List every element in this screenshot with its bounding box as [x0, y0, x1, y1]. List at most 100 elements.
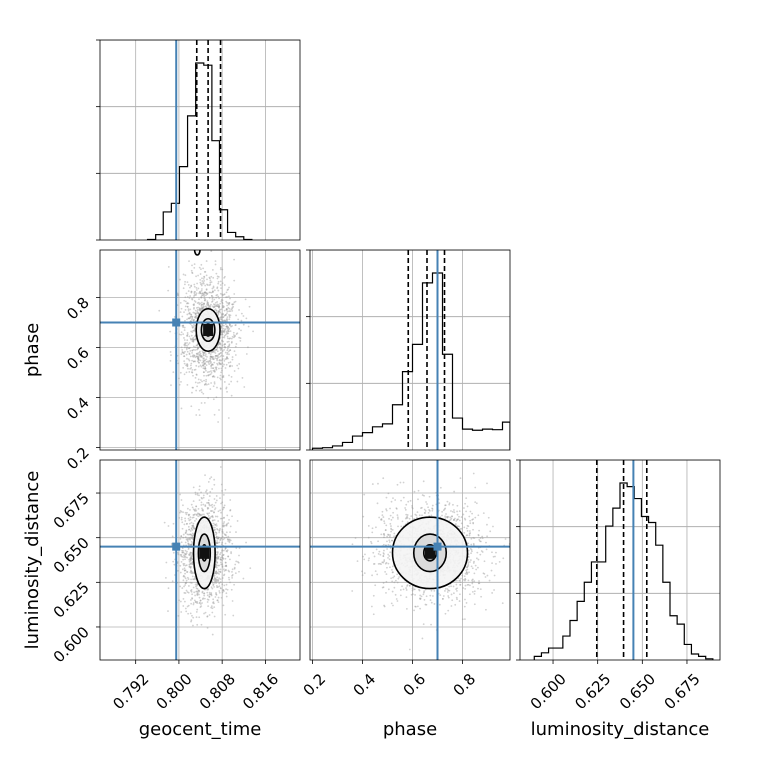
sample-point: [219, 561, 222, 564]
sample-point: [375, 526, 377, 529]
sample-point: [211, 581, 214, 584]
sample-point: [217, 520, 220, 522]
sample-point: [451, 515, 453, 518]
sample-point: [198, 303, 201, 306]
sample-point: [189, 355, 192, 358]
sample-point: [432, 595, 434, 597]
sample-point: [216, 347, 219, 349]
sample-point: [351, 543, 354, 546]
sample-point: [205, 378, 208, 381]
sample-point: [383, 536, 385, 539]
sample-point: [199, 290, 202, 293]
sample-point: [190, 589, 193, 591]
sample-point: [463, 531, 466, 534]
sample-point: [221, 591, 224, 594]
sample-point: [218, 346, 221, 349]
sample-point: [181, 568, 184, 571]
sample-point: [199, 309, 202, 311]
contour-level: [193, 250, 201, 256]
sample-point: [182, 536, 185, 539]
sample-point: [218, 577, 221, 580]
sample-point: [185, 581, 188, 584]
sample-point: [433, 603, 436, 605]
sample-point: [464, 502, 466, 505]
sample-point: [466, 529, 469, 532]
sample-point: [404, 508, 407, 511]
sample-point: [216, 542, 218, 545]
sample-point: [475, 502, 478, 505]
sample-point: [188, 312, 190, 315]
sample-point: [224, 488, 227, 491]
sample-point: [196, 623, 199, 626]
sample-point: [247, 325, 250, 328]
sample-point: [182, 326, 185, 329]
sample-point: [228, 538, 230, 541]
sample-point: [464, 598, 466, 601]
sample-point: [193, 578, 195, 581]
sample-point: [225, 564, 227, 567]
sample-point: [214, 571, 217, 574]
sample-point: [406, 584, 409, 586]
sample-point: [213, 574, 216, 577]
sample-point: [177, 294, 180, 297]
sample-point: [194, 313, 197, 315]
sample-point: [216, 586, 218, 589]
sample-point: [212, 290, 214, 293]
sample-point: [207, 501, 210, 504]
sample-point: [427, 506, 429, 509]
sample-point: [233, 566, 236, 569]
sample-point: [386, 540, 388, 543]
sample-point: [408, 584, 411, 587]
sample-point: [184, 582, 187, 585]
sample-point: [218, 352, 221, 355]
sample-point: [380, 518, 382, 521]
sample-point: [361, 574, 364, 577]
sample-point: [232, 305, 235, 308]
sample-point: [190, 572, 193, 575]
sample-point: [192, 514, 195, 516]
sample-point: [223, 309, 226, 312]
sample-point: [204, 365, 207, 368]
sample-point: [182, 558, 185, 561]
sample-point: [205, 360, 208, 363]
sample-point: [234, 300, 237, 303]
sample-point: [207, 360, 210, 363]
sample-point: [215, 536, 218, 539]
sample-point: [222, 331, 225, 334]
sample-point: [186, 306, 189, 308]
sample-point: [214, 577, 217, 580]
sample-point: [190, 315, 193, 318]
sample-point: [480, 595, 483, 598]
sample-point: [390, 527, 392, 530]
sample-point: [204, 353, 207, 356]
x-tick-label: 0.8: [450, 670, 480, 700]
sample-point: [471, 512, 473, 515]
sample-point: [391, 580, 394, 583]
sample-point: [219, 359, 222, 362]
sample-point: [178, 516, 181, 519]
sample-point: [456, 518, 459, 521]
sample-point: [204, 291, 207, 294]
sample-point: [192, 603, 195, 606]
sample-point: [239, 339, 242, 342]
sample-point: [165, 561, 168, 564]
sample-point: [383, 520, 386, 523]
sample-point: [218, 341, 221, 344]
sample-point: [209, 593, 212, 596]
sample-point: [455, 579, 458, 582]
sample-point: [225, 356, 228, 359]
sample-point: [188, 335, 191, 338]
sample-point: [457, 525, 459, 528]
sample-point: [180, 307, 183, 310]
sample-point: [242, 315, 245, 317]
sample-point: [198, 499, 201, 502]
sample-point: [228, 307, 231, 310]
sample-point: [416, 511, 419, 514]
sample-point: [219, 568, 222, 571]
sample-point: [182, 324, 185, 327]
sample-point: [191, 349, 194, 352]
sample-point: [220, 325, 223, 328]
sample-point: [217, 572, 219, 575]
sample-point: [179, 302, 182, 304]
sample-point: [216, 555, 219, 558]
